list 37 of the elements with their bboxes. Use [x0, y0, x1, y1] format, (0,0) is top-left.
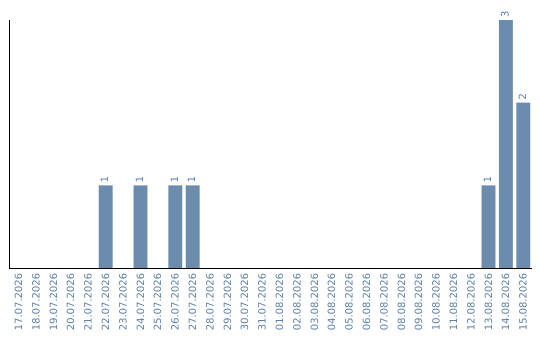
- x-tick-label: 06.08.2026: [362, 273, 373, 330]
- data-label: 1: [135, 176, 146, 182]
- x-tick-label: 08.08.2026: [396, 273, 408, 330]
- x-tick-label: 21.07.2026: [84, 273, 95, 330]
- x-tick-label: 31.07.2026: [258, 273, 269, 330]
- x-tick-label: 23.07.2026: [118, 273, 130, 330]
- data-label: 1: [483, 176, 494, 182]
- x-tick-label: 03.08.2026: [310, 273, 321, 330]
- x-tick-label: 25.07.2026: [153, 273, 164, 330]
- x-tick-label: 12.08.2026: [466, 273, 478, 330]
- x-tick-label: 11.08.2026: [448, 273, 460, 330]
- data-label: 1: [170, 176, 181, 182]
- x-tick-label: 17.07.2026: [14, 273, 25, 330]
- x-tick-label: 19.07.2026: [48, 273, 60, 330]
- x-tick-label: 29.07.2026: [222, 273, 234, 330]
- x-tick-label: 13.08.2026: [484, 273, 495, 330]
- x-tick-label: 18.07.2026: [31, 273, 42, 330]
- x-tick-label: 05.08.2026: [344, 273, 356, 330]
- x-tick-label: 30.07.2026: [240, 273, 252, 330]
- data-label: 1: [100, 176, 112, 182]
- x-tick-label: 07.08.2026: [379, 273, 390, 330]
- x-tick-label: 01.08.2026: [274, 273, 286, 330]
- x-tick-label: 15.08.2026: [518, 273, 530, 330]
- data-label: 2: [518, 93, 529, 100]
- x-tick-label: 04.08.2026: [327, 273, 338, 330]
- x-tick-label: 10.08.2026: [432, 273, 443, 330]
- x-tick-label: 02.08.2026: [292, 273, 304, 330]
- data-label: 3: [500, 10, 512, 17]
- x-tick-label: 28.07.2026: [205, 273, 216, 330]
- x-tick-label: 24.07.2026: [136, 273, 147, 330]
- x-tick-label: 26.07.2026: [170, 273, 182, 330]
- data-label: 1: [187, 176, 198, 182]
- x-tick-label: 14.08.2026: [501, 273, 512, 330]
- x-tick-label: 27.07.2026: [188, 273, 199, 330]
- x-tick-label: 20.07.2026: [66, 273, 78, 330]
- x-tick-label: 09.08.2026: [414, 273, 426, 330]
- x-tick-label: 22.07.2026: [100, 273, 112, 330]
